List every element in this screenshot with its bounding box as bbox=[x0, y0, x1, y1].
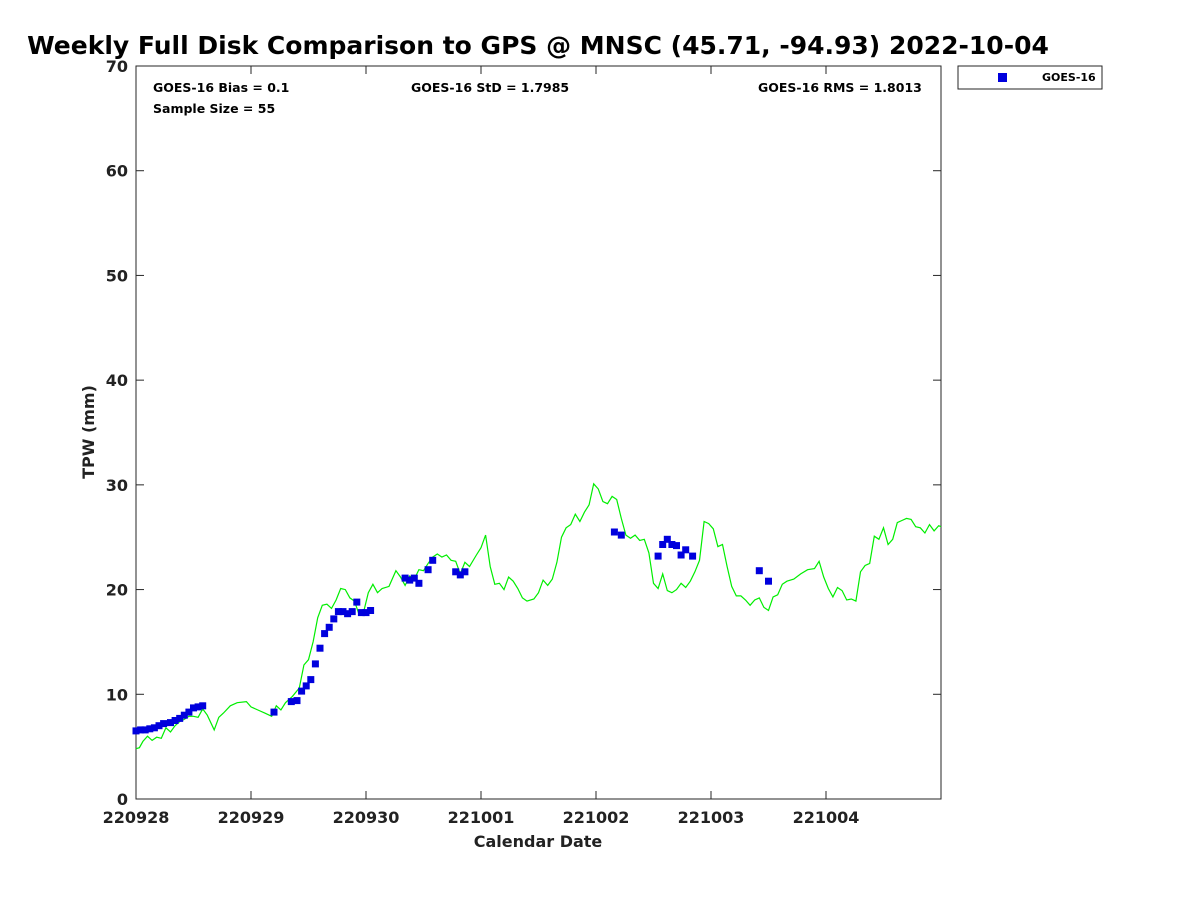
goes16-point bbox=[415, 579, 423, 587]
goes16-point bbox=[307, 676, 315, 684]
goes16-point bbox=[137, 726, 145, 734]
goes16-point bbox=[146, 725, 154, 733]
goes16-point bbox=[293, 697, 301, 705]
x-tick-label: 221004 bbox=[793, 808, 860, 827]
goes16-point bbox=[132, 727, 140, 735]
goes16-point bbox=[348, 608, 356, 616]
x-tick-label: 221002 bbox=[563, 808, 630, 827]
goes16-point bbox=[461, 568, 469, 576]
goes16-point bbox=[302, 682, 310, 690]
goes16-point bbox=[311, 660, 319, 668]
sample-size-stat: Sample Size = 55 bbox=[153, 101, 275, 116]
goes16-point bbox=[410, 574, 418, 582]
x-tick-label: 220929 bbox=[218, 808, 285, 827]
goes16-point bbox=[353, 598, 361, 606]
legend: GOES-16 bbox=[957, 65, 1103, 90]
goes16-point bbox=[668, 541, 676, 548]
x-tick-label: 221001 bbox=[448, 808, 515, 827]
goes16-point bbox=[160, 720, 168, 728]
y-tick-label: 20 bbox=[106, 581, 128, 600]
goes16-point bbox=[617, 531, 625, 539]
goes16-point bbox=[150, 724, 158, 732]
goes16-point bbox=[429, 556, 437, 564]
goes16-point bbox=[424, 566, 432, 574]
goes16-point bbox=[185, 708, 193, 716]
goes16-point bbox=[456, 571, 464, 579]
goes16-point bbox=[677, 551, 685, 559]
goes16-point bbox=[682, 546, 690, 554]
x-tick-label: 220928 bbox=[103, 808, 170, 827]
chart-title: Weekly Full Disk Comparison to GPS @ MNS… bbox=[27, 31, 1049, 60]
goes16-point bbox=[316, 644, 324, 652]
goes16-point bbox=[298, 687, 306, 695]
y-tick-label: 60 bbox=[106, 162, 128, 181]
goes16-point bbox=[176, 714, 184, 722]
goes16-point bbox=[357, 609, 365, 617]
goes16-point bbox=[765, 577, 772, 585]
goes16-point bbox=[362, 609, 370, 617]
goes16-point bbox=[663, 535, 671, 543]
plot-area bbox=[135, 65, 942, 800]
goes16-point bbox=[270, 708, 278, 716]
y-axis-label: TPW (mm) bbox=[79, 385, 98, 479]
y-tick-label: 10 bbox=[106, 685, 128, 704]
goes16-point bbox=[673, 542, 680, 550]
goes16-point bbox=[330, 615, 338, 623]
goes16-point bbox=[689, 552, 697, 560]
y-axis-ticks: 0 10 20 30 40 50 60 70 bbox=[106, 57, 941, 809]
goes16-point bbox=[339, 608, 347, 616]
goes16-point bbox=[452, 568, 460, 576]
x-axis-label: Calendar Date bbox=[474, 832, 603, 851]
rms-stat: GOES-16 RMS = 1.8013 bbox=[758, 80, 922, 95]
x-tick-label: 220930 bbox=[333, 808, 400, 827]
goes16-point bbox=[190, 704, 197, 712]
goes16-point bbox=[654, 552, 662, 560]
y-tick-label: 50 bbox=[106, 266, 128, 285]
y-tick-label: 30 bbox=[106, 476, 128, 495]
y-tick-label: 70 bbox=[106, 57, 128, 76]
goes16-point bbox=[334, 608, 342, 616]
goes16-point bbox=[659, 541, 667, 548]
gps-series bbox=[135, 482, 942, 750]
goes16-point bbox=[321, 630, 329, 638]
goes16-point bbox=[155, 722, 163, 730]
goes16-point bbox=[141, 726, 149, 734]
goes16-point bbox=[344, 610, 352, 618]
legend-box bbox=[957, 65, 1103, 90]
x-axis-ticks: 220928 220929 220930 221001 221002 221003 2210… bbox=[103, 66, 860, 827]
y-tick-label: 40 bbox=[106, 371, 128, 390]
goes16-point bbox=[367, 607, 375, 614]
goes16-point bbox=[199, 702, 207, 710]
goes16-point bbox=[325, 623, 333, 631]
goes16-point bbox=[180, 711, 188, 719]
y-tick-label: 0 bbox=[117, 790, 128, 809]
legend-marker-goes16 bbox=[998, 73, 1007, 82]
goes16-series bbox=[132, 528, 772, 735]
goes16-point bbox=[755, 567, 763, 575]
bias-stat: GOES-16 Bias = 0.1 bbox=[153, 80, 289, 95]
goes16-point bbox=[610, 528, 618, 536]
goes16-point bbox=[167, 719, 174, 727]
goes16-point bbox=[171, 717, 179, 724]
x-tick-label: 221003 bbox=[678, 808, 745, 827]
goes16-point bbox=[287, 698, 295, 706]
goes16-point bbox=[401, 574, 409, 582]
goes16-point bbox=[406, 576, 414, 584]
legend-label-goes16: GOES-16 bbox=[1042, 71, 1096, 84]
std-stat: GOES-16 StD = 1.7985 bbox=[411, 80, 569, 95]
gps-line bbox=[135, 482, 942, 750]
goes16-point bbox=[194, 703, 202, 711]
